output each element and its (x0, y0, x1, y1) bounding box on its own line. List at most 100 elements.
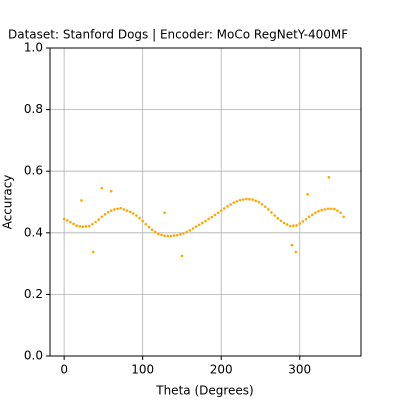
point (185, 230, 188, 234)
point (166, 234, 170, 238)
x-tick-label: 200 (210, 363, 233, 377)
x-tick-label: 300 (288, 363, 311, 377)
point (87, 224, 91, 228)
point (267, 208, 270, 211)
point (232, 201, 236, 204)
point (175, 233, 179, 237)
point (207, 217, 210, 221)
point (141, 219, 144, 223)
y-tick-label: 1.0 (24, 41, 43, 55)
point (128, 210, 132, 214)
point (292, 224, 295, 228)
x-axis-label: Theta (Degrees) (155, 384, 253, 398)
x-tick-label: 100 (131, 363, 154, 377)
point (241, 198, 245, 201)
point (223, 207, 226, 210)
point (180, 254, 184, 258)
point (317, 209, 320, 213)
point (84, 225, 88, 228)
point (94, 220, 97, 224)
chart-title: Dataset: Stanford Dogs | Encoder: MoCo R… (8, 28, 348, 42)
point (78, 225, 82, 228)
point (323, 208, 327, 211)
point (182, 232, 185, 235)
point (235, 200, 239, 203)
point (109, 189, 113, 193)
y-tick-label: 0.4 (24, 225, 43, 239)
point (179, 233, 182, 236)
point (260, 202, 264, 206)
point (91, 222, 94, 226)
point (100, 186, 104, 190)
point (307, 215, 311, 219)
y-axis-label: Accuracy (1, 175, 15, 230)
point (326, 207, 330, 211)
point (160, 233, 163, 237)
point (290, 243, 294, 247)
point (301, 220, 305, 223)
point (135, 214, 138, 217)
point (69, 220, 72, 224)
point (298, 222, 302, 225)
point (314, 211, 317, 215)
point (248, 197, 251, 201)
point (311, 213, 314, 217)
y-tick-label: 0.6 (24, 164, 43, 178)
point (163, 234, 166, 238)
point (216, 211, 220, 215)
point (188, 229, 192, 232)
point (163, 211, 166, 215)
point (327, 176, 331, 179)
point (113, 208, 116, 211)
point (194, 225, 198, 228)
point (213, 213, 217, 217)
point (125, 209, 129, 212)
point (197, 223, 201, 227)
point (138, 216, 141, 220)
point (144, 222, 148, 226)
point (329, 207, 333, 211)
point (306, 193, 309, 196)
point (103, 213, 107, 216)
point (62, 217, 66, 221)
point (131, 212, 135, 215)
point (336, 209, 339, 212)
point (226, 205, 229, 208)
point (270, 211, 273, 214)
y-tick-label: 0.8 (24, 102, 43, 116)
point (157, 232, 160, 236)
point (201, 221, 204, 225)
point (304, 217, 308, 221)
point (285, 223, 289, 226)
point (153, 230, 157, 234)
point (65, 219, 69, 222)
point (119, 206, 122, 210)
point (97, 218, 100, 221)
point (75, 224, 79, 228)
point (172, 234, 176, 237)
point (204, 219, 207, 223)
point (295, 224, 298, 227)
point (282, 221, 286, 225)
y-tick-label: 0.2 (24, 287, 43, 301)
point (80, 199, 83, 202)
point (332, 207, 336, 211)
point (257, 200, 261, 204)
point (238, 198, 242, 202)
point (229, 203, 232, 206)
point (279, 219, 283, 223)
point (289, 224, 292, 228)
x-tick-label: 0 (60, 363, 68, 377)
point (273, 214, 276, 217)
plot-frame (49, 47, 362, 357)
point (150, 228, 154, 232)
point (72, 222, 75, 226)
point (276, 217, 280, 220)
point (263, 205, 267, 208)
point (342, 215, 346, 219)
point (254, 199, 258, 203)
point (210, 215, 214, 219)
point (106, 210, 110, 214)
